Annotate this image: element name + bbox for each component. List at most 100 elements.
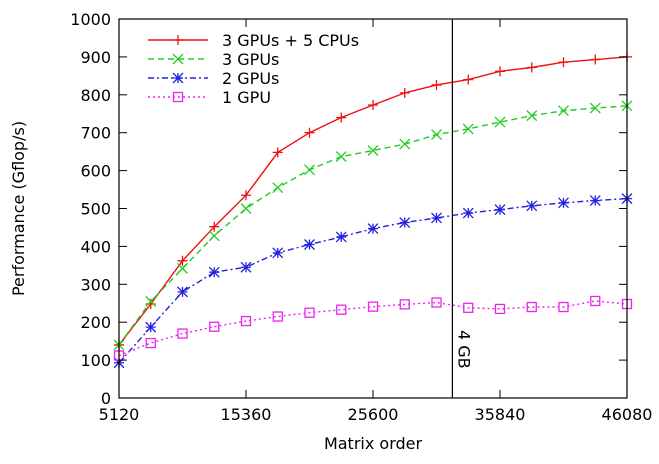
data-point (304, 307, 315, 318)
x-axis-title: Matrix order (324, 434, 423, 453)
data-point (399, 217, 411, 228)
data-point (399, 138, 411, 150)
y-tick-label: 700 (80, 124, 111, 143)
data-point (494, 303, 506, 315)
vline-label: 4 GB (454, 330, 473, 369)
data-point (241, 190, 251, 201)
series-line-1 (118, 105, 628, 346)
data-point (209, 321, 220, 332)
y-tick-label: 300 (80, 275, 111, 294)
data-point (463, 74, 474, 85)
series-line-3 (118, 300, 628, 357)
data-point (335, 231, 347, 243)
data-point (272, 147, 283, 158)
data-point (304, 239, 315, 250)
data-point (558, 197, 569, 209)
legend-item-1: 3 GPUs (148, 50, 279, 69)
data-point (526, 301, 537, 313)
data-point (463, 302, 474, 313)
data-point (558, 57, 569, 68)
data-point (304, 127, 315, 138)
y-tick-label: 0 (101, 389, 111, 408)
y-tick-label: 800 (80, 86, 111, 105)
data-point (177, 328, 188, 339)
data-point (558, 301, 569, 313)
data-point (304, 164, 315, 176)
plot-frame (118, 18, 628, 399)
legend-label: 2 GPUs (222, 69, 279, 88)
data-point (431, 212, 442, 224)
legend-marker (172, 91, 184, 103)
series-line-2 (118, 197, 628, 364)
series-2 (113, 193, 633, 369)
legend-item-0: 3 GPUs + 5 CPUs (148, 31, 359, 50)
data-point (526, 110, 538, 122)
data-point (526, 200, 538, 212)
series-0 (114, 51, 632, 350)
data-point (526, 62, 537, 73)
data-point (431, 297, 442, 308)
legend-marker (172, 53, 184, 65)
x-tick-label: 25600 (348, 405, 399, 424)
data-point (240, 315, 252, 327)
data-point (558, 105, 569, 117)
data-point (462, 207, 474, 219)
data-point (240, 261, 252, 273)
data-point (272, 182, 284, 194)
data-point (145, 295, 157, 307)
series-1 (113, 100, 633, 351)
y-tick-label: 1000 (70, 10, 111, 29)
data-point (145, 337, 156, 349)
data-point (367, 301, 379, 312)
axes-layer: 0 100 200 300 400 500 600 700 800 900 1000 5120 1536… (70, 10, 652, 424)
y-tick-label: 200 (80, 313, 111, 332)
data-point (240, 203, 252, 214)
data-point (399, 299, 410, 310)
y-tick-label: 900 (80, 48, 111, 67)
annotation-layer: 4 GB (451, 19, 473, 398)
data-point (590, 295, 601, 307)
data-point (335, 151, 347, 163)
legend-item-3: 1 GPU (148, 88, 271, 107)
data-point (208, 266, 220, 278)
data-point (590, 54, 601, 65)
x-tick-label: 46080 (602, 405, 653, 424)
data-point (177, 262, 188, 274)
data-point (462, 123, 474, 135)
x-tick-label: 35840 (475, 405, 526, 424)
x-tick-label: 15360 (221, 405, 272, 424)
data-point (367, 223, 379, 235)
data-point (431, 129, 442, 141)
data-point (399, 87, 410, 98)
y-tick-label: 500 (80, 200, 111, 219)
data-point (272, 247, 284, 259)
data-point (589, 195, 601, 207)
x-tick-label: 5120 (99, 405, 140, 424)
legend-item-2: 2 GPUs (148, 69, 279, 88)
y-axis-title: Performance (Gflop/s) (9, 121, 28, 296)
series-layer (113, 51, 633, 369)
data-point (336, 304, 347, 315)
y-tick-label: 400 (80, 237, 111, 256)
legend-label: 3 GPUs + 5 CPUs (222, 31, 359, 50)
data-point (177, 255, 188, 266)
legend-marker (173, 35, 183, 45)
y-tick-label: 100 (80, 351, 111, 370)
data-point (368, 100, 378, 111)
legend-label: 1 GPU (222, 88, 271, 107)
data-point (272, 311, 283, 322)
data-point (209, 221, 220, 232)
legend-marker (172, 72, 184, 84)
data-point (495, 66, 505, 77)
data-point (208, 230, 220, 242)
data-point (145, 321, 157, 333)
data-point (494, 204, 506, 216)
data-point (589, 102, 601, 114)
data-point (336, 112, 347, 123)
data-point (494, 116, 506, 128)
legend-label: 3 GPUs (222, 50, 279, 69)
series-3 (113, 295, 633, 361)
